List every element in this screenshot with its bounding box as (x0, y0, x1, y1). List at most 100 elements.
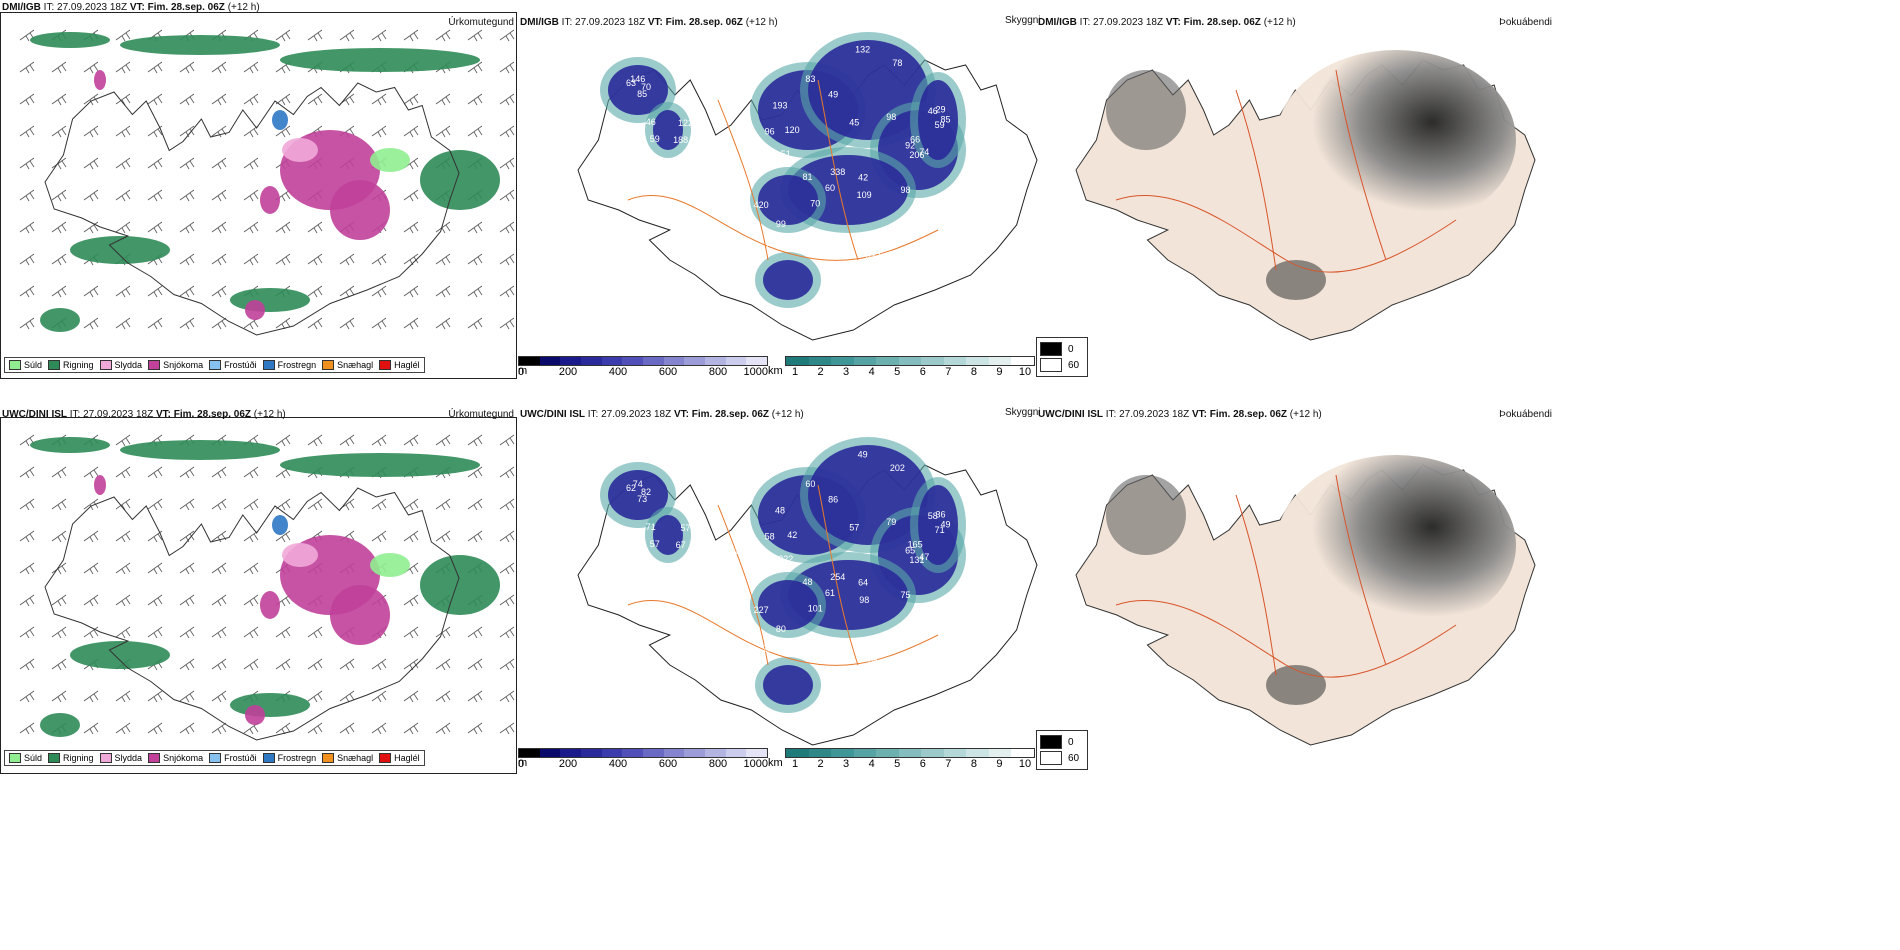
wind-barb (147, 690, 163, 703)
vis-colorbar-strip (785, 748, 1035, 758)
wind-barb (115, 221, 131, 234)
colorbar-tick: 10 (1018, 366, 1032, 378)
precip-panel-top: DMI/IGB IT: 27.09.2023 18Z VT: Fim. 28.s… (0, 0, 520, 380)
cloud-base-label: 42 (787, 530, 797, 540)
colorbar-cell (560, 357, 582, 365)
cloud-base-label: 60 (696, 199, 706, 209)
colorbar-cell (663, 749, 685, 757)
wind-barb (275, 658, 291, 671)
it-value: 27.09.2023 18Z (601, 409, 672, 420)
wind-barb (499, 253, 515, 266)
cloud-panel-bottom: 82 57 60 79 65 64 80 220 49 46 58 56 62 57 42 49 47 61 48 4… (518, 405, 1038, 775)
wind-barb (499, 594, 515, 607)
wind-barb (243, 253, 259, 266)
cloud-base-label: 64 (858, 577, 868, 587)
wind-barb (19, 658, 35, 671)
cloud-base-label: 49 (940, 520, 950, 530)
fog-title-bottom: Þokuábendi (1499, 409, 1552, 420)
vt-label: VT: (155, 409, 171, 420)
wind-barb (19, 722, 35, 735)
wind-barb (115, 125, 131, 138)
legend-swatch (209, 360, 222, 370)
colorbar-cell (966, 749, 989, 757)
legend-item: Rigning (48, 360, 94, 370)
colorbar-tick: 7 (945, 366, 952, 378)
wind-barb (403, 530, 419, 543)
legend-item: Súld (9, 360, 42, 370)
roads (627, 484, 939, 666)
legend-label: Frostúði (224, 360, 257, 370)
legend-label: Frostúði (224, 753, 257, 763)
wind-barb (51, 125, 67, 138)
wind-barb (83, 61, 99, 74)
wind-barb (435, 530, 451, 543)
precip-area (230, 288, 310, 312)
legend-item: Snjókoma (148, 360, 203, 370)
cloud-base-label: 64 (730, 574, 740, 584)
cloud-base-label: 146 (630, 74, 645, 84)
fog-legend-bottom: 0 60 (1036, 730, 1088, 770)
fog-header-bottom: UWC/DINI ISL IT: 27.09.2023 18Z VT: Fim.… (1038, 409, 1322, 420)
precip-area (120, 35, 280, 55)
colorbar-tick: 400 (608, 758, 628, 770)
legend-label: Haglél (394, 360, 420, 370)
cloud-base-label: 65 (905, 546, 915, 556)
cloud-panel-top: 70 59 83 98 92 42 99 73 85 60 96 73 63 122 120 132 74 60 8… (518, 0, 1038, 380)
precip-header-top: DMI/IGB IT: 27.09.2023 18Z VT: Fim. 28.s… (2, 2, 260, 13)
wind-barb (147, 157, 163, 170)
wind-barb (499, 189, 515, 202)
colorbar-cell (853, 357, 877, 365)
road (627, 79, 939, 261)
cloud-base-label: 78 (892, 58, 902, 68)
cloud-base-label: 98 (859, 595, 869, 605)
wind-barb (83, 466, 99, 479)
colorbar-cell (921, 749, 944, 757)
legend-swatch (9, 360, 21, 370)
wind-barb (403, 125, 419, 138)
legend-swatch (262, 360, 275, 370)
wind-barb (211, 61, 227, 74)
wind-barb (19, 61, 35, 74)
colorbar-cell (988, 749, 1012, 757)
wind-barb (435, 125, 451, 138)
wind-barb (467, 722, 483, 735)
wind-barb (435, 658, 451, 671)
wind-barb (275, 93, 291, 106)
wind-barb (243, 93, 259, 106)
colorbar-cell (643, 749, 664, 757)
it-value: 27.09.2023 18Z (83, 409, 154, 420)
colorbar-tick: 400 (608, 366, 628, 378)
cloud-base-label: 51 (730, 169, 740, 179)
precip-title-top: Úrkomutegund (448, 17, 514, 28)
legend-item: Snjókoma (148, 753, 203, 763)
vt-value: Fim. 28.sep. 06Z (691, 409, 770, 420)
wind-barb (147, 189, 163, 202)
cloud-base-label: 29 (935, 104, 945, 114)
wind-barb (371, 690, 387, 703)
height-colorbar-strip (518, 748, 768, 758)
cloud-base-label: 108 (800, 644, 815, 654)
wind-barb (115, 285, 131, 298)
model-name: UWC/DINI ISL (2, 409, 67, 420)
colorbar-tick: 600 (658, 366, 678, 378)
cloud-base-label: 60 (731, 194, 741, 204)
wind-barb (243, 466, 259, 479)
wind-barb (403, 690, 419, 703)
precip-area (245, 300, 265, 320)
wind-barb (243, 125, 259, 138)
wind-barb (339, 434, 355, 447)
vt-value: Fim. 28.sep. 06Z (1209, 409, 1288, 420)
cloud-base-label: 99 (776, 219, 786, 229)
colorbar-cell (831, 749, 854, 757)
model-name: UWC/DINI ISL (1038, 409, 1103, 420)
colorbar-tick: 200 (558, 366, 578, 378)
it-label: IT: (69, 409, 81, 420)
cloud-base-label: 62 (626, 483, 636, 493)
colorbar-cell (746, 357, 768, 365)
wind-barb (115, 61, 131, 74)
wind-barb (211, 466, 227, 479)
wind-barb (83, 189, 99, 202)
wind-barb (179, 61, 195, 74)
cloud-base-label: 83 (805, 74, 815, 84)
fog-panel-bottom: UWC/DINI ISL IT: 27.09.2023 18Z VT: Fim.… (1036, 405, 1556, 775)
